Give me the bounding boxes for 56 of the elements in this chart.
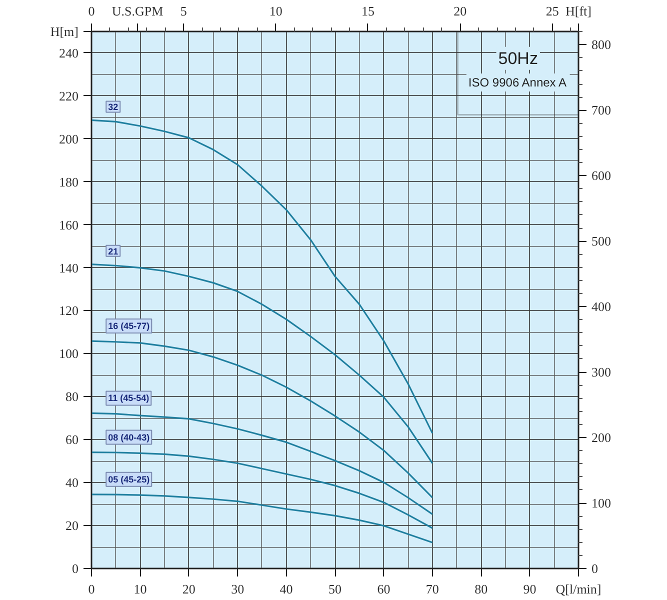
x-axis-title: Q[l/min] (556, 582, 602, 596)
y-tick-label: 60 (66, 432, 78, 448)
y2-tick-label: 200 (592, 430, 611, 446)
x-tick-label: 80 (474, 582, 488, 596)
y2-tick-label: 400 (592, 299, 611, 314)
x2-axis-title: U.S.GPM (112, 4, 164, 18)
y-axis-title: H[m] (50, 24, 79, 39)
line-series (92, 451, 434, 529)
y-tick-label: 80 (66, 389, 78, 404)
series-label: 08 (40-43) (108, 432, 150, 442)
y2-axis-title: H[ft] (566, 4, 592, 18)
series-label: 32 (108, 102, 118, 112)
annotation: ISO 9906 Annex A (468, 76, 566, 90)
y-tick-label: 100 (59, 346, 78, 362)
y2-tick-label: 700 (592, 102, 611, 118)
y-tick-label: 120 (59, 303, 78, 318)
series-label: 11 (45-54) (108, 393, 150, 404)
line-series (92, 412, 434, 515)
x-tick-label: 10 (134, 582, 147, 596)
y-tick-label: 220 (59, 88, 78, 104)
x2-tick-label: 5 (180, 4, 187, 18)
y-tick-label: 20 (66, 518, 78, 534)
annotation: 50Hz (498, 48, 538, 68)
x-tick-label: 40 (280, 582, 293, 596)
y-tick-label: 200 (59, 131, 78, 146)
line-series (92, 494, 434, 544)
x2-tick-label: 20 (454, 4, 467, 18)
y2-tick-label: 500 (592, 234, 611, 249)
series-label: 05 (45-25) (108, 474, 150, 484)
x-tick-label: 60 (377, 582, 390, 596)
series-label: 16 (45-77) (108, 321, 150, 332)
x2-tick-label: 15 (361, 4, 374, 18)
x-tick-label: 90 (523, 582, 536, 596)
y2-tick-label: 600 (592, 168, 611, 184)
x-tick-label: 70 (426, 582, 439, 596)
y-tick-label: 0 (72, 561, 78, 576)
x-tick-label: 20 (182, 582, 196, 596)
x-tick-label: 50 (328, 582, 342, 596)
x-tick-label: 0 (88, 582, 95, 596)
x-tick-label: 30 (231, 582, 244, 596)
series-label: 21 (108, 246, 118, 256)
x2-tick-label: 10 (269, 4, 282, 18)
x2-tick-label: 25 (546, 4, 559, 18)
y2-tick-label: 100 (592, 496, 611, 511)
y-tick-label: 180 (59, 174, 78, 190)
line-series (92, 340, 434, 498)
x2-tick-label: 0 (88, 4, 95, 18)
y-tick-label: 240 (59, 45, 78, 60)
line-series (92, 119, 434, 434)
y2-tick-label: 300 (592, 364, 611, 380)
y-tick-label: 160 (59, 217, 78, 232)
line-series (92, 264, 434, 464)
y2-tick-label: 0 (592, 561, 598, 576)
y2-tick-label: 800 (592, 37, 611, 52)
y-tick-label: 40 (66, 475, 78, 490)
y-tick-label: 140 (59, 260, 78, 276)
